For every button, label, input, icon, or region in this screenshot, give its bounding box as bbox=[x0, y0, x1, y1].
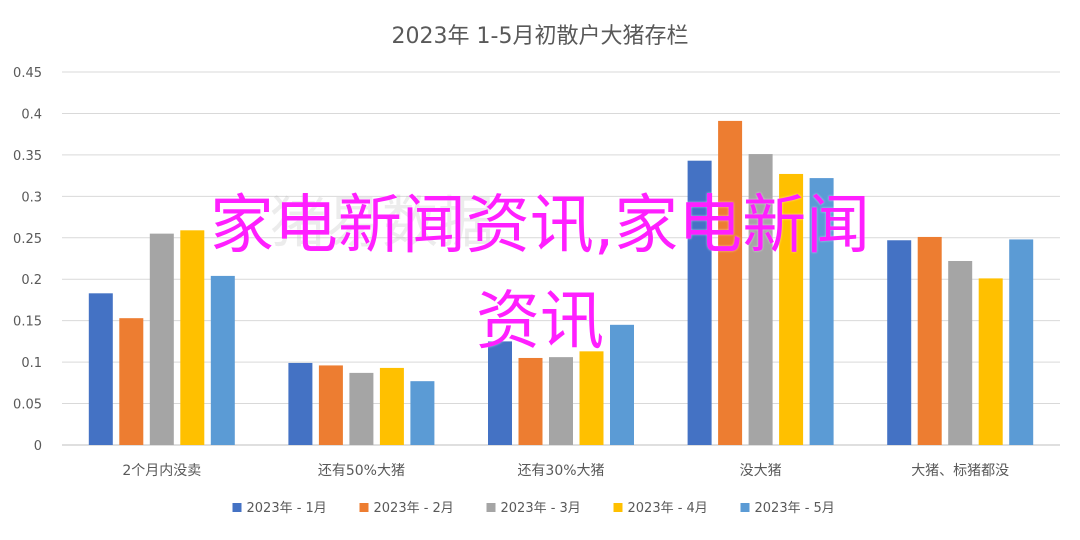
y-axis-ticks: 0 0.05 0.1 0.15 0.2 0.25 0.3 0.35 0.4 0.45 bbox=[13, 66, 42, 454]
bar bbox=[518, 357, 543, 445]
chart-title: 2023年 1-5月初散户大猪存栏 bbox=[392, 24, 689, 49]
y-tick-label: 0.4 bbox=[21, 107, 42, 122]
bar bbox=[718, 120, 743, 445]
legend-label: 2023年 - 5月 bbox=[755, 501, 835, 516]
legend-label: 2023年 - 3月 bbox=[501, 501, 581, 516]
bar bbox=[410, 381, 435, 445]
y-tick-label: 0.35 bbox=[13, 149, 42, 164]
y-tick-label: 0.25 bbox=[13, 232, 42, 247]
bar bbox=[488, 341, 512, 445]
x-category-label: 还有30%大猪 bbox=[517, 463, 604, 479]
legend-swatch bbox=[232, 503, 242, 512]
bar bbox=[579, 351, 604, 445]
x-axis-categories: 2个月内没卖 还有50%大猪 还有30%大猪 没大猪 大猪、标猪都没 bbox=[122, 463, 1009, 479]
overlay-text: 家电新闻资讯,家电新闻 资讯 bbox=[20, 178, 1060, 370]
bar bbox=[210, 275, 235, 445]
legend-label: 2023年 - 4月 bbox=[628, 501, 708, 516]
legend-label: 2023年 - 1月 bbox=[247, 501, 327, 516]
bar bbox=[948, 260, 973, 445]
legend-swatch bbox=[359, 503, 369, 512]
bar bbox=[288, 362, 313, 445]
bar bbox=[149, 233, 174, 445]
x-category-label: 2个月内没卖 bbox=[122, 463, 201, 479]
legend-label: 2023年 - 2月 bbox=[374, 501, 454, 516]
bar bbox=[610, 324, 634, 445]
bar bbox=[119, 318, 144, 445]
y-tick-label: 0.45 bbox=[13, 66, 42, 81]
bar bbox=[349, 372, 374, 445]
x-category-label: 大猪、标猪都没 bbox=[911, 463, 1009, 479]
x-category-label: 没大猪 bbox=[740, 463, 782, 479]
bar bbox=[687, 160, 712, 446]
legend-swatch bbox=[613, 503, 623, 512]
y-tick-label: 0.3 bbox=[21, 190, 42, 205]
bar bbox=[180, 230, 205, 445]
bar bbox=[1009, 239, 1034, 445]
bar bbox=[779, 173, 804, 445]
y-tick-label: 0.15 bbox=[13, 315, 42, 330]
bar bbox=[748, 154, 773, 445]
bar bbox=[978, 278, 1003, 445]
overlay-line-2: 资讯 bbox=[476, 285, 604, 359]
legend: 2023年 - 1月 2023年 - 2月 2023年 - 3月 2023年 - 4月… bbox=[232, 501, 835, 516]
bar bbox=[88, 293, 113, 445]
legend-swatch bbox=[486, 503, 496, 512]
y-tick-label: 0.05 bbox=[13, 398, 42, 413]
x-category-label: 还有50%大猪 bbox=[318, 463, 405, 479]
bar bbox=[809, 178, 834, 445]
bar bbox=[318, 365, 343, 445]
bars bbox=[88, 120, 1034, 446]
y-tick-label: 0 bbox=[34, 439, 42, 454]
y-tick-label: 0.2 bbox=[21, 273, 42, 288]
overlay-line-1: 家电新闻资讯,家电新闻 bbox=[209, 189, 871, 263]
bar bbox=[917, 236, 942, 445]
y-tick-label: 0.1 bbox=[21, 356, 42, 371]
legend-swatch bbox=[740, 503, 750, 512]
bar bbox=[379, 367, 404, 445]
bar bbox=[887, 240, 912, 445]
watermark: 猪易数据 bbox=[270, 191, 494, 256]
bar bbox=[549, 357, 573, 445]
